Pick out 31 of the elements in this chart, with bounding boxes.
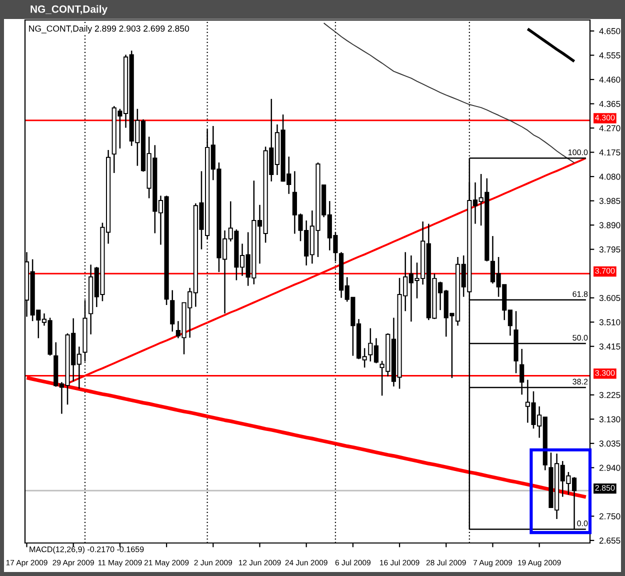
series-label: 50.0 <box>572 334 588 341</box>
legend-label: 100.0 <box>568 149 588 156</box>
y-tick-label: 4.365 <box>599 100 620 107</box>
legend-label: 61.8 <box>572 291 588 297</box>
y-tick-label: 3.130 <box>599 416 620 422</box>
text: MACD(12,26,9) -0.2170 -0.1659 <box>30 546 144 554</box>
y-tick-label: 3.605 <box>599 294 620 302</box>
y-tick-label: 2.940 <box>599 464 620 471</box>
ref-line-label: 3.700 <box>595 268 615 274</box>
y-tick-label: 3.415 <box>599 343 620 350</box>
ref-line-label: 2.850 <box>595 485 615 491</box>
y-tick-label: 4.460 <box>599 76 620 83</box>
y-tick-label: 2.655 <box>599 538 620 544</box>
series-label: 38.2 <box>572 378 588 384</box>
y-tick-label: 3.890 <box>599 222 620 228</box>
text: NG_CONT,Daily 2.899 2.903 2.699 2.850 <box>29 25 190 34</box>
y-tick-label: 4.555 <box>599 52 620 58</box>
y-tick-label: 3.795 <box>599 246 620 253</box>
y-tick-label: 2.750 <box>599 513 620 520</box>
y-tick-label: 3.225 <box>599 392 620 398</box>
y-tick-label: 4.175 <box>599 149 620 156</box>
y-tick-label: 4.650 <box>599 28 620 34</box>
ref-line-label: 4.300 <box>595 114 615 120</box>
chart-title: NG_CONT,Daily <box>30 5 108 15</box>
y-tick-label: 4.270 <box>599 125 620 132</box>
y-tick-label: 3.985 <box>599 198 620 204</box>
y-tick-label: 4.080 <box>599 174 620 180</box>
ref-line-label: 3.300 <box>595 370 615 376</box>
series-label: 0.0 <box>577 520 588 526</box>
y-tick-label: 3.035 <box>599 440 620 447</box>
y-tick-label: 3.510 <box>599 319 620 326</box>
